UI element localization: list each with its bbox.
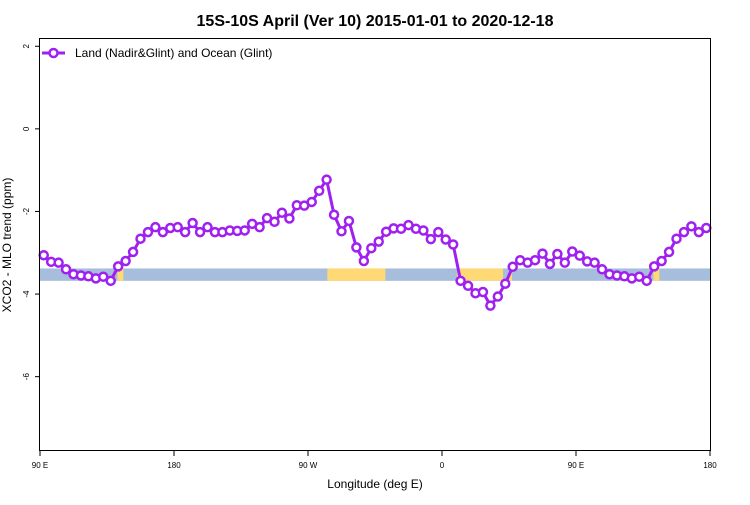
legend-label: Land (Nadir&Glint) and Ocean (Glint) [75,46,272,60]
data-point [492,291,504,302]
x-tick-label: 180 [167,461,181,470]
data-point [529,254,541,266]
data-point [440,234,451,245]
data-point [641,275,652,287]
ocean-band-segment [653,268,660,281]
data-point [306,196,317,208]
legend-marker-icon [48,47,59,59]
x-tick-label: 90 E [568,461,584,470]
legend: Land (Nadir&Glint) and Ocean (Glint) [42,46,272,60]
data-point [358,255,370,267]
data-point [447,239,459,250]
data-point [648,261,660,272]
data-point [559,257,571,268]
data-point [485,300,496,311]
data-point [142,226,154,238]
data-point [678,226,690,238]
data-point [150,221,161,233]
data-point [120,255,131,267]
data-point [98,271,109,282]
data-point [276,207,288,218]
data-point [179,226,191,238]
ocean-band-segment [327,268,386,281]
data-point [544,258,556,270]
ocean-band-segment [117,268,124,281]
ocean-band-segment [456,268,504,281]
data-point [567,246,578,257]
data-point [112,261,124,272]
data-point [351,242,362,253]
data-point [343,215,355,227]
data-point [53,257,64,268]
data-point [433,226,444,238]
data-point [634,271,645,282]
data-point [507,261,518,273]
x-axis: 90 E 180 90 W 0 90 E 180 [32,451,717,470]
data-point [239,225,250,236]
data-point [656,255,667,267]
data-point [552,248,563,260]
data-point [254,221,265,233]
y-axis: 2 0 -2 -4 -6 [22,43,40,380]
data-point [477,286,489,298]
y-axis-label: XCO2 - MLO trend (ppm) [0,178,14,313]
data-point [686,221,697,232]
x-tick-label: 180 [703,461,717,470]
data-point [172,221,183,233]
data-point [537,248,548,259]
data-point [671,233,682,244]
x-axis-label: Longitude (deg E) [327,477,422,491]
data-point [425,233,437,245]
data-point [157,226,169,238]
data-point [366,242,377,254]
surface-band [40,268,710,281]
data-point [284,213,295,224]
data-point [462,280,474,292]
series-line [38,174,712,311]
data-point [693,226,705,238]
data-point [194,226,206,238]
data-point [596,264,608,275]
y-tick-label: -6 [22,373,31,381]
data-point [60,264,72,275]
data-point [202,221,213,233]
y-tick-label: -2 [22,207,31,215]
y-tick-label: 2 [22,43,31,48]
y-tick-label: 0 [22,126,31,131]
data-point [500,278,511,289]
data-point [38,249,49,261]
data-point [269,216,280,228]
data-point [373,236,384,247]
data-point [574,250,585,261]
data-point [328,209,340,221]
data-point [127,246,139,258]
chart-title: 15S-10S April (Ver 10) 2015-01-01 to 202… [197,13,554,30]
data-point [187,217,198,229]
data-point [105,275,116,287]
y-tick-label: -4 [22,290,31,298]
x-tick-label: 0 [440,461,445,470]
data-point [418,225,429,236]
data-point [455,275,466,287]
data-point [321,174,332,185]
data-point [336,226,347,237]
x-tick-label: 90 W [299,461,318,470]
data-point [701,222,712,234]
x-tick-label: 90 E [32,461,48,470]
data-point [663,246,675,258]
data-point [313,185,325,197]
data-point [589,257,600,268]
plot-frame [39,38,711,451]
data-point [135,233,146,244]
